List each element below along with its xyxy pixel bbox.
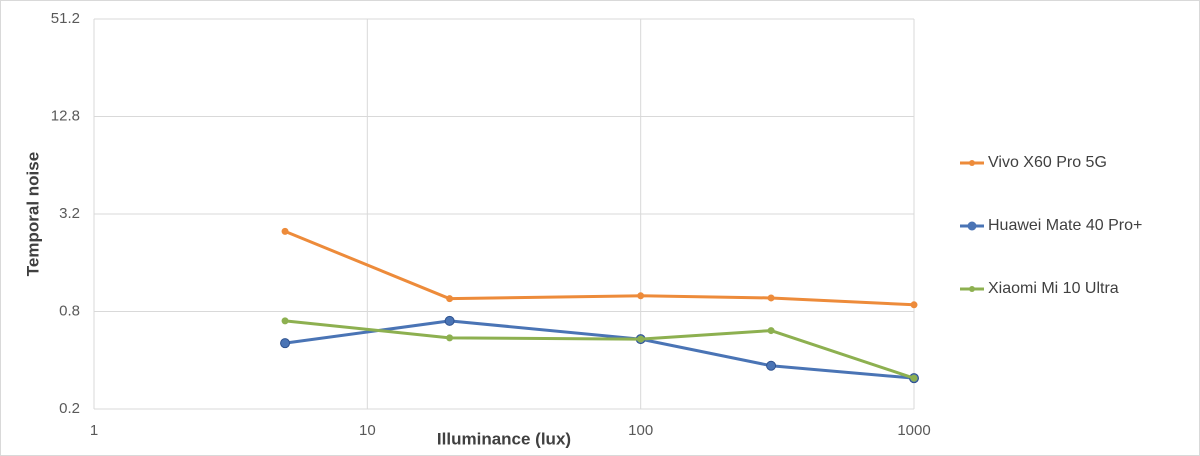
data-point <box>766 360 777 371</box>
y-tick-label: 12.8 <box>51 107 80 124</box>
legend-marker <box>969 160 975 166</box>
data-point <box>767 294 775 302</box>
data-point <box>910 374 918 382</box>
data-point <box>637 292 645 300</box>
y-axis-title: Temporal noise <box>23 152 42 276</box>
x-tick-label: 10 <box>359 422 376 439</box>
legend-marker <box>967 221 977 231</box>
y-tick-label: 0.8 <box>59 302 80 319</box>
x-tick-label: 1 <box>90 422 98 439</box>
data-point <box>637 335 645 343</box>
legend-label: Huawei Mate 40 Pro+ <box>988 217 1142 234</box>
x-tick-label: 1000 <box>897 422 930 439</box>
y-tick-label: 3.2 <box>59 205 80 222</box>
data-point <box>767 327 775 335</box>
legend-marker <box>969 286 975 292</box>
x-axis-title: Illuminance (lux) <box>437 429 571 448</box>
y-tick-label: 51.2 <box>51 10 80 27</box>
legend-label: Vivo X60 Pro 5G <box>988 154 1107 171</box>
y-tick-label: 0.2 <box>59 400 80 417</box>
data-point <box>280 338 291 349</box>
data-point <box>910 301 918 309</box>
x-tick-label: 100 <box>628 422 653 439</box>
data-point <box>281 227 289 235</box>
data-point <box>446 295 454 303</box>
data-point <box>446 334 454 342</box>
legend-label: Xiaomi Mi 10 Ultra <box>988 280 1119 297</box>
data-point <box>281 317 289 325</box>
data-point <box>444 315 455 326</box>
